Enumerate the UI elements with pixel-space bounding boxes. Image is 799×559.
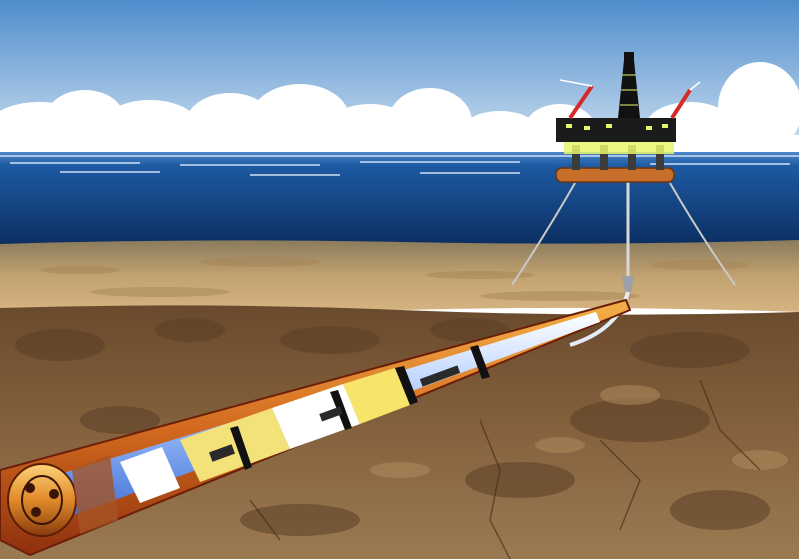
rig-columns bbox=[572, 145, 664, 170]
rig-pontoon bbox=[555, 167, 675, 183]
soil-texture bbox=[15, 318, 770, 536]
rig-cranes bbox=[568, 84, 692, 120]
pipe-sections bbox=[120, 368, 410, 503]
seabed-texture bbox=[40, 257, 750, 301]
wellhead bbox=[622, 276, 634, 292]
rig-derrick-lights bbox=[620, 74, 638, 106]
offshore-rig bbox=[555, 52, 701, 183]
rig-deck bbox=[556, 118, 676, 142]
mooring-lines bbox=[511, 182, 736, 286]
subsurface-soil bbox=[0, 305, 799, 559]
rig-lights bbox=[564, 140, 674, 154]
tool-markings bbox=[209, 365, 461, 462]
seabed bbox=[0, 240, 799, 313]
drill-bit bbox=[7, 455, 118, 537]
sea-surface-waves bbox=[0, 155, 799, 176]
soil-cracks bbox=[249, 379, 761, 559]
rig-deck-lights bbox=[566, 124, 668, 130]
